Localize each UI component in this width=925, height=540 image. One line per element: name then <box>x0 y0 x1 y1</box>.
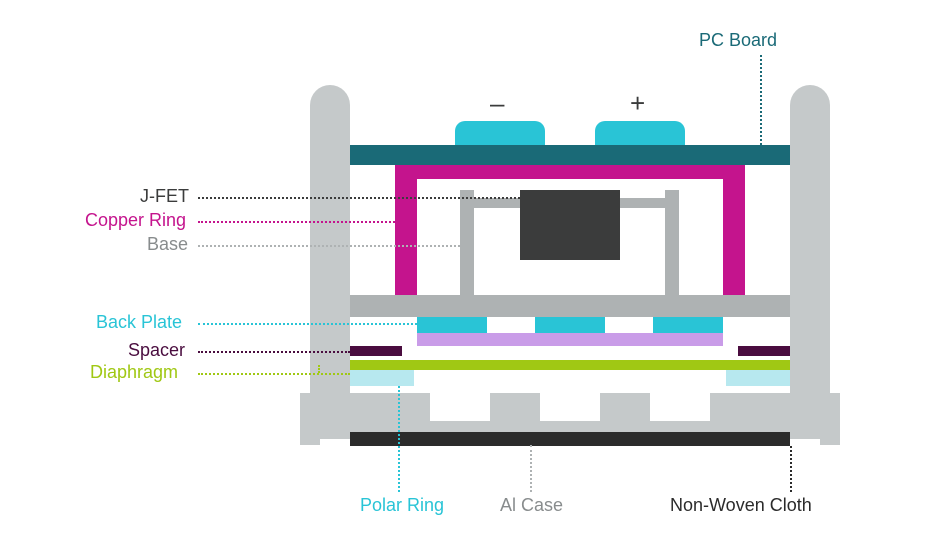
diaphragm <box>350 360 790 370</box>
al-case-left-cap <box>310 85 350 125</box>
label-spacer: Spacer <box>128 340 185 361</box>
label-diaphragm: Diaphragm <box>90 362 178 383</box>
terminal-minus <box>455 121 545 145</box>
terminal-plus <box>595 121 685 145</box>
back-plate-2 <box>535 317 605 333</box>
label-jfet: J-FET <box>140 186 189 207</box>
leader-alcase <box>530 445 532 492</box>
plus-symbol: + <box>630 88 645 119</box>
label-polar-ring: Polar Ring <box>360 495 444 516</box>
polar-ring-right <box>726 370 790 386</box>
spacer-left <box>350 346 402 356</box>
leader-polar <box>398 386 400 492</box>
label-copper-ring: Copper Ring <box>85 210 186 231</box>
back-plate-1 <box>417 317 487 333</box>
spacer-right <box>738 346 790 356</box>
leader-diaphragm-tick <box>318 365 320 373</box>
back-plate-body <box>417 333 723 346</box>
jfet <box>520 190 620 260</box>
vent-2 <box>540 393 600 421</box>
vent-3 <box>650 393 710 421</box>
leader-spacer <box>198 351 350 353</box>
pc-board <box>350 145 790 165</box>
al-case-right-cap <box>790 85 830 125</box>
label-cloth: Non-Woven Cloth <box>670 495 812 516</box>
base-lead-left <box>460 190 474 305</box>
non-woven-cloth <box>350 432 790 446</box>
leader-diaphragm <box>198 373 350 375</box>
leader-pc-board <box>760 55 762 145</box>
microphone-cross-section: – + PC Board J-FET Copper Ring Base Back Plate… <box>0 0 925 540</box>
leader-jfet <box>198 197 520 199</box>
polar-ring-left <box>350 370 414 386</box>
label-back-plate: Back Plate <box>96 312 182 333</box>
leader-cloth <box>790 446 792 492</box>
label-base: Base <box>147 234 188 255</box>
minus-symbol: – <box>490 88 504 119</box>
leader-backplate <box>198 323 417 325</box>
base-plate <box>350 295 790 317</box>
leader-copper <box>198 221 395 223</box>
leader-base <box>198 245 460 247</box>
copper-ring-top <box>395 165 745 179</box>
label-al-case: Al Case <box>500 495 563 516</box>
base-lead-right <box>665 190 679 305</box>
back-plate-3 <box>653 317 723 333</box>
vent-1 <box>430 393 490 421</box>
label-pc-board: PC Board <box>699 30 777 51</box>
